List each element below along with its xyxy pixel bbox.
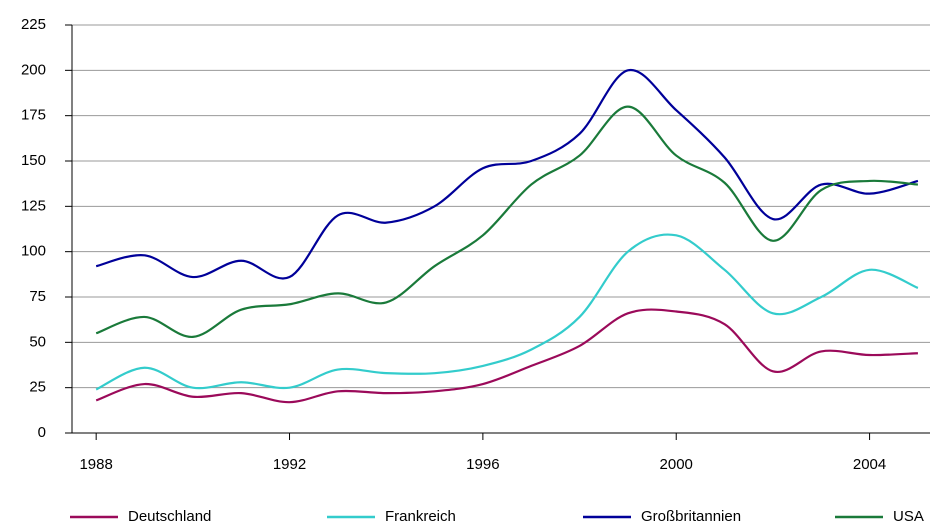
x-tick-label: 1996 bbox=[466, 456, 499, 473]
x-tick-label: 1988 bbox=[79, 456, 112, 473]
line bbox=[95, 308, 918, 404]
legend-label: Deutschland bbox=[128, 508, 211, 525]
y-tick-label: 175 bbox=[21, 107, 46, 124]
line bbox=[95, 233, 919, 391]
y-tick-label: 200 bbox=[21, 61, 46, 78]
legend-label: USA bbox=[893, 508, 924, 525]
legend-label: Frankreich bbox=[385, 508, 456, 525]
legend-label: Großbritannien bbox=[641, 508, 741, 525]
y-tick-label: 50 bbox=[29, 333, 46, 350]
y-tick-label: 0 bbox=[38, 424, 46, 441]
x-tick-label: 2000 bbox=[660, 456, 693, 473]
line bbox=[95, 105, 918, 338]
line bbox=[95, 69, 919, 280]
y-tick-label: 225 bbox=[21, 16, 46, 33]
y-tick-label: 100 bbox=[21, 243, 46, 260]
x-tick-label: 2004 bbox=[853, 456, 886, 473]
y-tick-label: 25 bbox=[29, 379, 46, 396]
y-tick-label: 150 bbox=[21, 152, 46, 169]
x-tick-label: 1992 bbox=[273, 456, 306, 473]
y-tick-label: 125 bbox=[21, 197, 46, 214]
y-tick-label: 75 bbox=[29, 288, 46, 305]
